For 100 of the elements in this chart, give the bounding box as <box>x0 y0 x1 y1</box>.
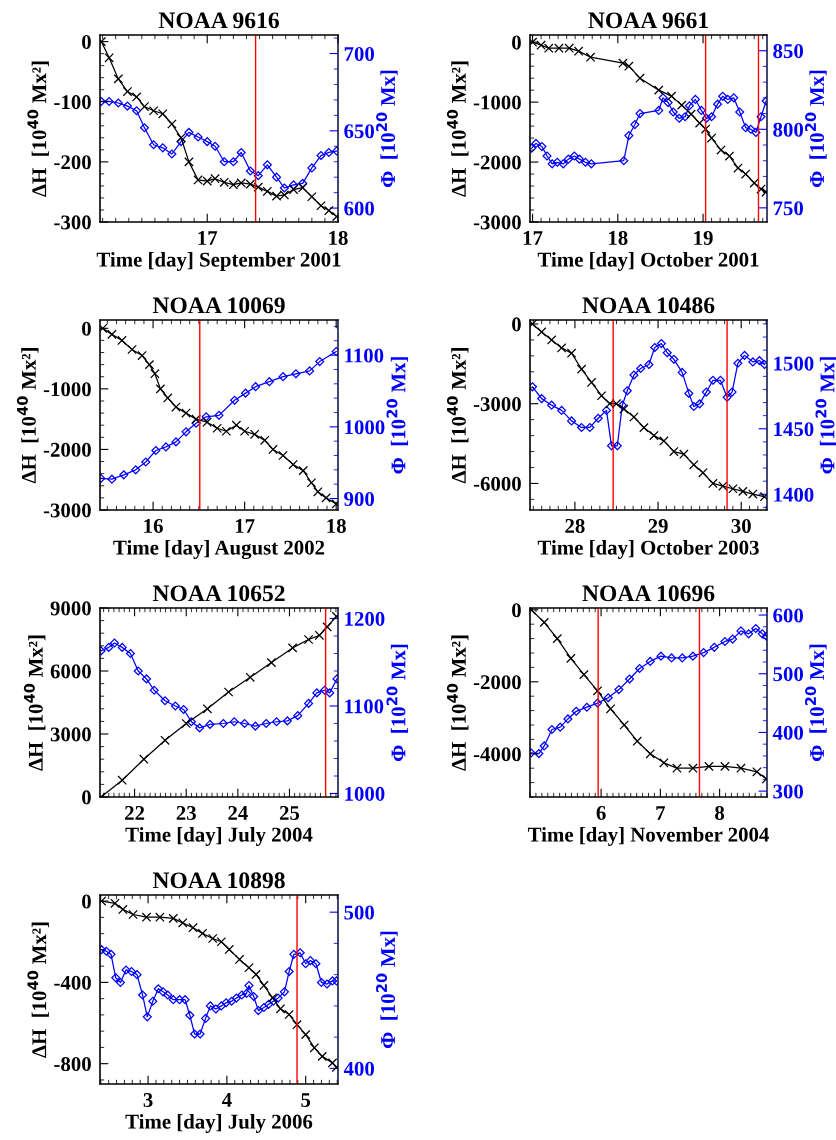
point <box>188 922 198 933</box>
y-axis-title: ΔH [10$^{40}$ Mx²] <box>446 61 469 197</box>
point <box>132 106 142 116</box>
point <box>601 405 612 415</box>
chart-title: NOAA 9616 <box>158 12 279 29</box>
point <box>231 420 242 430</box>
point <box>279 987 289 997</box>
point <box>585 422 595 433</box>
point <box>722 392 732 402</box>
point <box>216 1001 226 1011</box>
x-tick-label: 7 <box>656 806 666 820</box>
x-tick-label: 4 <box>221 1093 232 1107</box>
x-axis-title: Time [day] October 2001 <box>537 252 759 271</box>
y-tick-label: 0 <box>82 894 91 909</box>
point <box>617 400 627 410</box>
point <box>571 706 581 716</box>
point <box>271 172 282 182</box>
chart-title: NOAA 10898 <box>152 872 285 889</box>
point <box>596 390 607 401</box>
point <box>106 949 116 959</box>
y-tick-label: -1000 <box>473 95 521 110</box>
point <box>736 763 746 773</box>
point <box>181 718 192 729</box>
point <box>275 1004 286 1014</box>
point <box>303 634 314 645</box>
point <box>716 145 726 155</box>
point <box>133 666 143 676</box>
point <box>151 445 161 456</box>
y-axis-title: ΔH [10$^{40}$ Mx²] <box>16 348 39 484</box>
y2-axis-title: Φ [10$^{20}$ Mx] <box>805 644 827 762</box>
point <box>131 92 142 102</box>
x-axis-title: Time [day] July 2006 <box>125 1114 313 1133</box>
point <box>261 718 271 729</box>
point <box>158 143 168 153</box>
point <box>117 775 127 785</box>
point <box>168 995 178 1005</box>
point <box>305 366 315 376</box>
y2-tick-label: 1450 <box>774 422 814 437</box>
point <box>574 154 584 164</box>
point <box>107 474 117 484</box>
point <box>180 995 190 1005</box>
point <box>122 86 133 97</box>
point <box>259 1002 269 1013</box>
point <box>534 749 544 759</box>
point <box>231 993 241 1003</box>
y2-tick-label: 700 <box>344 46 375 61</box>
point <box>139 123 150 133</box>
point <box>701 113 712 123</box>
point <box>577 422 587 433</box>
y-tick-label: -2000 <box>473 155 521 170</box>
point <box>293 711 303 721</box>
point <box>552 157 562 167</box>
point <box>278 450 288 461</box>
point <box>606 441 617 451</box>
x-axis-title: Time [day] July 2004 <box>125 827 313 846</box>
point <box>249 429 260 440</box>
point <box>576 364 587 374</box>
point <box>229 717 239 727</box>
point <box>317 1051 328 1062</box>
point <box>167 119 177 129</box>
point <box>327 976 338 986</box>
point <box>669 354 679 364</box>
point <box>284 966 294 977</box>
point <box>149 140 159 150</box>
y2-tick-label: 1400 <box>774 487 814 502</box>
point <box>132 970 142 980</box>
point <box>309 1043 320 1053</box>
point <box>300 1029 311 1040</box>
y-tick-label: -4000 <box>473 747 521 762</box>
point <box>245 166 255 176</box>
point <box>312 688 322 698</box>
point <box>698 468 708 478</box>
y2-tick-label: 400 <box>772 725 804 740</box>
point <box>251 969 261 980</box>
point <box>663 98 673 108</box>
point <box>739 350 750 360</box>
y-axis-title: ΔH [10$^{40}$ Mx²] <box>27 61 49 197</box>
point <box>184 157 194 167</box>
point <box>555 722 565 732</box>
point <box>622 386 632 396</box>
point <box>632 736 643 746</box>
x-tick-label: 30 <box>731 518 751 533</box>
chart-title: NOAA 10696 <box>582 585 715 602</box>
point <box>205 1001 215 1011</box>
point <box>301 959 311 969</box>
point <box>284 1009 294 1020</box>
point <box>234 954 245 965</box>
x-tick-label: 17 <box>235 519 255 533</box>
y-tick-label: -2000 <box>473 675 521 690</box>
point <box>264 377 274 387</box>
y-tick-label: 3000 <box>50 727 91 742</box>
point <box>653 85 664 95</box>
point <box>751 623 761 634</box>
point <box>149 685 159 695</box>
point <box>688 651 698 661</box>
point <box>264 999 274 1009</box>
point <box>720 636 730 647</box>
point <box>547 400 557 410</box>
point <box>122 101 133 111</box>
x-tick-label: 18 <box>327 518 346 533</box>
